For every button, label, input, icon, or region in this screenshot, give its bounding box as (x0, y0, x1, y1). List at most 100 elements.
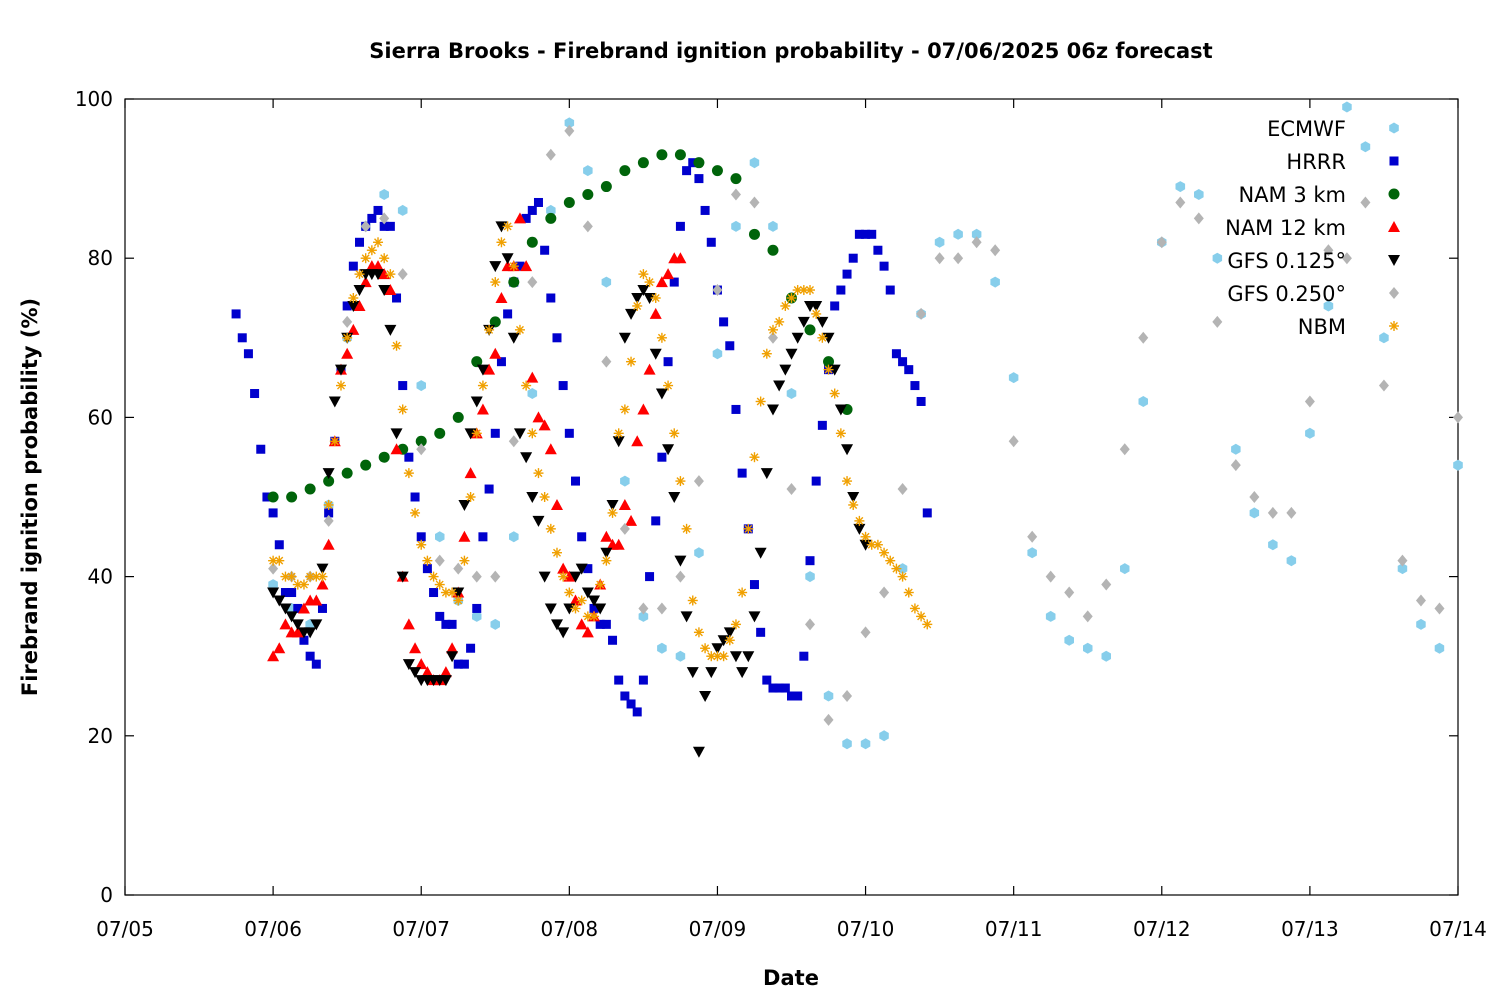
data-point (1342, 101, 1352, 113)
data-point (922, 619, 933, 630)
data-point (861, 229, 871, 239)
data-point (786, 483, 797, 496)
data-point (558, 381, 568, 391)
data-point (620, 475, 630, 487)
data-point (1008, 372, 1019, 384)
data-point (1268, 539, 1278, 551)
data-point (675, 221, 685, 231)
data-point (767, 331, 778, 344)
data-point (384, 324, 397, 336)
data-point (768, 220, 778, 232)
series-5 (268, 124, 1463, 726)
data-point (606, 499, 619, 511)
data-point (539, 492, 550, 502)
data-point (1249, 507, 1260, 519)
data-point (612, 436, 625, 448)
data-point (484, 484, 494, 494)
data-point (662, 268, 675, 280)
data-point (749, 452, 760, 463)
data-point (342, 332, 353, 343)
data-point (409, 642, 422, 654)
data-point (1453, 411, 1463, 424)
data-point (268, 508, 278, 518)
data-point (582, 220, 593, 233)
data-point (842, 738, 852, 750)
data-point (916, 396, 926, 406)
data-point (520, 452, 533, 464)
data-point (990, 244, 1001, 257)
data-point (385, 269, 396, 280)
data-point (774, 316, 785, 327)
data-point (293, 603, 303, 613)
data-point (422, 555, 433, 566)
data-point (545, 523, 556, 534)
data-point (1120, 563, 1130, 575)
data-point (571, 476, 581, 486)
data-point (631, 435, 644, 447)
data-point (712, 348, 723, 360)
data-point (453, 562, 464, 575)
data-point (490, 618, 500, 630)
data-point (897, 571, 908, 582)
legend-marker (1389, 122, 1399, 134)
data-point (397, 268, 408, 281)
data-points (231, 101, 1463, 758)
data-point (1434, 602, 1445, 615)
data-point (1083, 642, 1093, 654)
data-point (829, 388, 840, 399)
data-point (600, 530, 613, 542)
legend-label: GFS 0.125° (1227, 249, 1346, 273)
data-point (544, 603, 557, 615)
data-point (644, 277, 655, 288)
data-point (453, 595, 464, 606)
data-point (909, 603, 920, 614)
data-point (873, 245, 883, 255)
data-point (736, 667, 749, 679)
data-point (581, 626, 594, 638)
data-point (279, 603, 292, 615)
data-point (934, 252, 945, 265)
data-point (786, 388, 797, 399)
data-point (626, 356, 637, 367)
data-point (1008, 435, 1019, 448)
data-point (310, 619, 323, 631)
data-point (1415, 594, 1426, 607)
data-point (885, 285, 895, 295)
data-point (416, 443, 427, 456)
data-point (459, 555, 470, 566)
data-point (544, 443, 557, 455)
data-point (527, 388, 538, 399)
data-point (971, 228, 982, 240)
data-point (527, 276, 538, 289)
data-point (669, 277, 679, 287)
data-point (614, 675, 624, 685)
data-point (1064, 586, 1075, 599)
x-axis: 07/05 07/06 07/07 07/08 07/09 07/10 07/11 07/12… (96, 99, 1487, 941)
data-point (619, 165, 631, 177)
data-point (737, 587, 748, 598)
data-point (618, 498, 631, 510)
data-point (730, 619, 741, 630)
data-point (607, 507, 618, 518)
data-point (638, 610, 649, 622)
data-point (860, 738, 871, 750)
legend-label: NBM (1298, 315, 1346, 339)
data-point (489, 316, 501, 328)
data-point (267, 650, 280, 662)
data-point (787, 691, 796, 701)
y-tick-label: 80 (88, 246, 113, 270)
data-point (674, 149, 686, 161)
legend-label: NAM 12 km (1225, 216, 1346, 240)
data-point (422, 564, 432, 574)
data-point (397, 204, 408, 216)
data-point (527, 205, 537, 215)
data-point (737, 468, 747, 478)
data-point (483, 363, 496, 375)
data-point (410, 507, 421, 518)
data-point (638, 269, 649, 280)
data-point (1249, 491, 1260, 503)
data-point (316, 578, 329, 590)
data-point (600, 547, 613, 559)
data-point (256, 444, 266, 454)
data-point (583, 564, 593, 574)
